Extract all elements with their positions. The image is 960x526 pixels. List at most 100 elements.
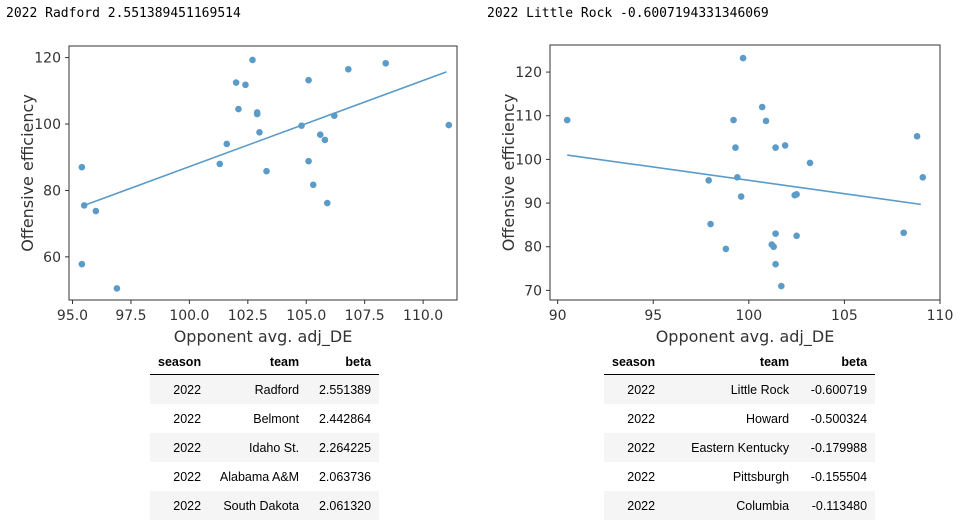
data-point	[256, 129, 263, 136]
x-axis-label: Opponent avg. adj_DE	[174, 327, 353, 347]
table-row: 2022 Belmont 2.442864	[150, 404, 379, 433]
data-point	[913, 132, 921, 140]
data-point	[770, 243, 777, 251]
table-cell-season: 2022	[627, 411, 656, 426]
data-point	[758, 103, 766, 111]
table-cell-beta: -0.113480	[797, 491, 876, 520]
data-point	[253, 110, 261, 118]
table-cell-season: 2022	[604, 491, 664, 520]
data-point	[316, 131, 324, 138]
y-tick-label: 70	[524, 283, 542, 299]
x-tick-label: 95.0	[57, 308, 88, 324]
data-point	[563, 116, 571, 124]
table-row: 2022 Pittsburgh -0.155504	[604, 462, 875, 491]
table-cell-team: Howard	[746, 411, 790, 426]
beta-table-left: season team beta 2022 Radford 2.551389 2022 Be…	[150, 350, 380, 520]
regression-line	[567, 154, 921, 206]
data-point	[705, 177, 712, 184]
table-cell-team: South Dakota	[209, 491, 308, 520]
column-header-season: season	[150, 350, 210, 375]
table-row: 2022 Columbia -0.113480	[604, 491, 876, 520]
table-row: 2022 Howard -0.500324	[604, 404, 875, 433]
data-point	[772, 230, 779, 237]
x-tick-label: 107.5	[345, 308, 385, 324]
data-point	[323, 199, 331, 207]
data-point	[737, 193, 745, 200]
data-point	[80, 202, 88, 209]
data-point	[778, 282, 785, 290]
data-point	[806, 159, 814, 167]
x-tick-label: 100	[735, 308, 762, 324]
table-cell-team: Columbia	[663, 491, 798, 520]
table-cell-season: 2022	[173, 469, 202, 484]
table-row: 2022 Radford 2.551389	[150, 374, 380, 404]
data-point	[113, 285, 121, 292]
data-point	[900, 229, 907, 237]
table-cell-season: 2022	[173, 411, 202, 426]
table-row: 2022 Eastern Kentucky -0.179988	[604, 433, 876, 462]
column-header-team: team	[663, 350, 798, 375]
table-cell-team: Eastern Kentucky	[663, 433, 798, 462]
data-point	[739, 54, 747, 62]
table-row: 2022 Idaho St. 2.264225	[150, 433, 380, 462]
data-point	[781, 142, 789, 149]
y-tick-label: 60	[43, 250, 61, 266]
x-tick-label: 95	[644, 308, 662, 324]
x-tick-label: 102.5	[228, 308, 268, 324]
table-cell-beta: 2.063736	[318, 469, 372, 484]
column-header-team: team	[209, 350, 308, 375]
y-tick-label: 80	[524, 240, 542, 256]
table-cell-beta: 2.264225	[307, 433, 380, 462]
data-point	[78, 163, 86, 171]
table-row: 2022 Little Rock -0.600719	[604, 374, 876, 404]
data-point	[305, 76, 312, 84]
data-point	[263, 167, 270, 175]
y-tick-label: 110	[515, 109, 542, 125]
data-point	[730, 116, 737, 124]
y-tick-label: 80	[43, 183, 61, 199]
plot-frame	[549, 44, 941, 301]
table-cell-beta: -0.179988	[797, 433, 876, 462]
table-cell-season: 2022	[627, 469, 656, 484]
table-cell-beta: -0.500324	[810, 411, 868, 426]
data-point	[445, 121, 453, 129]
data-point	[305, 157, 312, 165]
data-point	[235, 105, 242, 113]
y-tick-label: 120	[34, 51, 61, 67]
data-point	[919, 174, 927, 181]
table-cell-beta: 2.061320	[307, 491, 380, 520]
plot-frame	[68, 45, 458, 301]
x-axis-label: Opponent avg. adj_DE	[656, 327, 835, 347]
table-cell-season: 2022	[150, 433, 210, 462]
beta-table-right: season team beta 2022 Little Rock -0.600719 2…	[604, 350, 876, 520]
data-point	[772, 260, 779, 268]
regression-line	[83, 71, 447, 207]
x-tick-label: 105	[831, 308, 858, 324]
data-point	[309, 181, 317, 189]
y-tick-label: 100	[515, 152, 542, 168]
data-point	[249, 56, 256, 64]
data-point	[722, 245, 730, 253]
data-point	[242, 81, 249, 89]
data-point	[762, 117, 770, 125]
chart-title-left: 2022 Radford 2.551389451169514	[6, 6, 241, 21]
table-cell-team: Idaho St.	[209, 433, 308, 462]
table-cell-team: Radford	[209, 374, 308, 404]
column-header-beta: beta	[797, 350, 876, 375]
x-tick-label: 110.0	[403, 308, 443, 324]
data-point	[321, 136, 329, 144]
y-axis-label: Offensive efficiency	[499, 94, 518, 252]
table-cell-team: Alabama A&M	[219, 469, 300, 484]
table-cell-beta: 2.551389	[307, 374, 380, 404]
data-point	[78, 260, 86, 268]
table-cell-beta: 2.442864	[318, 411, 372, 426]
y-axis-label: Offensive efficiency	[18, 94, 37, 252]
table-row: 2022 Alabama A&M 2.063736	[150, 462, 379, 491]
y-tick-label: 90	[524, 196, 542, 212]
table-header-row: season team beta	[604, 350, 876, 375]
data-point	[707, 220, 714, 228]
chart-title-right: 2022 Little Rock -0.6007194331346069	[487, 6, 769, 21]
data-point	[732, 144, 739, 151]
